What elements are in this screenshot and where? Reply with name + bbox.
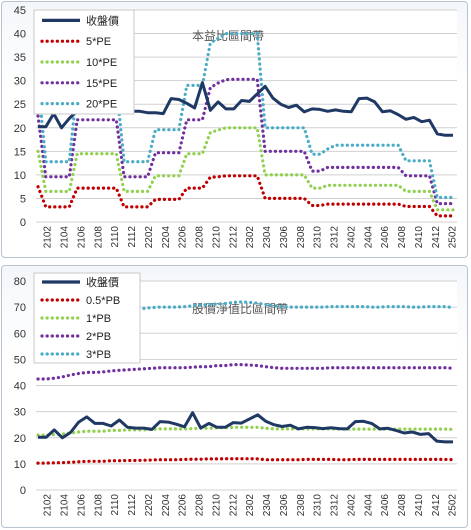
x-tick-label: 2212	[228, 494, 239, 517]
x-tick-label: 2502	[448, 494, 459, 517]
x-tick-label: 2312	[330, 494, 341, 517]
x-tick-label: 2106	[76, 494, 87, 517]
x-tick-label: 2402	[346, 494, 357, 517]
legend-label-0: 收盤價	[86, 13, 119, 27]
x-tick-label: 2208	[195, 226, 206, 249]
x-tick-label: 2202	[144, 226, 155, 249]
y-tick-label: 20	[14, 433, 26, 445]
pe-band-chart: 0 5 10 15 20 25 30 35 40 45 2102 2104 2106 2108 2110 21…	[14, 5, 459, 249]
legend-label-0: 收盤價	[86, 275, 119, 289]
y-tick-label: 20	[14, 123, 26, 135]
y-tick-label: 45	[14, 5, 26, 17]
y-tick-label: 0	[20, 217, 26, 229]
x-tick-label: 2206	[178, 494, 189, 517]
y-tick-label: 30	[14, 407, 26, 419]
x-tick-label: 2110	[110, 226, 121, 248]
x-tick-label: 2406	[380, 494, 391, 517]
x-tick-label: 2210	[211, 226, 222, 249]
x-tick-label: 2104	[60, 226, 71, 249]
legend-label-3: 2*PB	[86, 331, 111, 343]
x-tick-label: 2108	[93, 494, 104, 517]
x-tick-label: 2308	[296, 226, 307, 249]
legend: 收盤價 0.5*PB 1*PB 2*PB 3*PB	[33, 272, 141, 364]
y-tick-label: 50	[14, 354, 26, 366]
x-tick-label: 2108	[93, 226, 104, 249]
y-tick-label: 40	[14, 381, 26, 393]
x-tick-label: 2412	[431, 494, 442, 517]
legend-label-2: 1*PB	[86, 313, 111, 325]
series-line-4	[36, 32, 455, 200]
pb-band-chart-panel: 0 10 20 30 40 50 60 70 80 2102 2104 2106 2108 2110 211…	[1, 265, 468, 528]
y-tick-label: 60	[14, 328, 26, 340]
x-tick-label: 2410	[414, 494, 425, 517]
y-tick-label: 5	[20, 193, 26, 205]
legend-label-2: 10*PE	[86, 57, 117, 69]
x-tick-label: 2310	[313, 226, 324, 249]
x-tick-label: 2412	[431, 226, 442, 249]
x-tick-label: 2308	[296, 494, 307, 517]
y-tick-label: 70	[14, 302, 26, 314]
y-tick-label: 10	[14, 170, 26, 182]
chart-title: 本益比區間帶	[192, 29, 264, 43]
legend-label-1: 0.5*PB	[86, 295, 120, 307]
legend-box	[33, 9, 135, 115]
legend: 收盤價 5*PE 10*PE 15*PE 20*PE	[33, 9, 135, 115]
x-tick-label: 2306	[279, 494, 290, 517]
legend-label-3: 15*PE	[86, 78, 117, 90]
x-tick-label: 2404	[363, 494, 374, 517]
pb-band-chart: 0 10 20 30 40 50 60 70 80 2102 2104 2106 2108 2110 211…	[14, 272, 459, 517]
x-tick-label: 2208	[195, 494, 206, 517]
x-tick-label: 2306	[279, 226, 290, 249]
pe-band-chart-panel: 0 5 10 15 20 25 30 35 40 45 2102 2104 2106 2108 2110 21…	[1, 1, 468, 258]
x-tick-label: 2408	[397, 494, 408, 517]
y-tick-label: 0	[20, 485, 26, 497]
x-tick-label: 2310	[313, 494, 324, 517]
x-tick-label: 2202	[144, 494, 155, 517]
x-tick-label: 2212	[228, 226, 239, 249]
series-line-3	[36, 77, 455, 206]
x-tick-label: 2302	[245, 226, 256, 249]
x-tick-label: 2210	[211, 494, 222, 517]
y-tick-label: 80	[14, 276, 26, 288]
x-tick-label: 2204	[161, 494, 172, 517]
series-line-0	[38, 411, 453, 444]
x-tick-label: 2502	[448, 226, 459, 249]
series-line-1	[36, 457, 455, 465]
x-tick-label: 2312	[330, 226, 341, 249]
x-tick-label: 2106	[76, 226, 87, 249]
x-tick-label: 2110	[110, 494, 121, 516]
y-tick-label: 30	[14, 76, 26, 88]
series-line-1	[36, 174, 455, 218]
y-tick-label: 10	[14, 459, 26, 471]
x-tick-label: 2406	[380, 226, 391, 249]
x-tick-label: 2112	[127, 494, 138, 516]
y-tick-label: 15	[14, 146, 26, 158]
legend-label-4: 3*PB	[86, 349, 111, 361]
x-tick-label: 2410	[414, 226, 425, 249]
legend-label-1: 5*PE	[86, 36, 111, 48]
x-tick-label: 2206	[178, 226, 189, 249]
legend-label-4: 20*PE	[86, 99, 117, 111]
x-tick-label: 2102	[43, 494, 54, 517]
x-tick-label: 2302	[245, 494, 256, 517]
y-tick-label: 25	[14, 99, 26, 111]
x-tick-label: 2404	[363, 226, 374, 249]
x-tick-label: 2102	[43, 226, 54, 249]
x-tick-label: 2304	[262, 494, 273, 517]
x-tick-label: 2304	[262, 226, 273, 249]
series-line-3	[36, 362, 455, 381]
x-tick-label: 2104	[60, 494, 71, 517]
x-tick-label: 2204	[161, 226, 172, 249]
y-tick-label: 35	[14, 52, 26, 64]
x-tick-label: 2402	[346, 226, 357, 249]
x-tick-label: 2112	[127, 226, 138, 248]
x-tick-label: 2408	[397, 226, 408, 249]
y-tick-label: 40	[14, 29, 26, 41]
series-line-2	[36, 126, 455, 212]
